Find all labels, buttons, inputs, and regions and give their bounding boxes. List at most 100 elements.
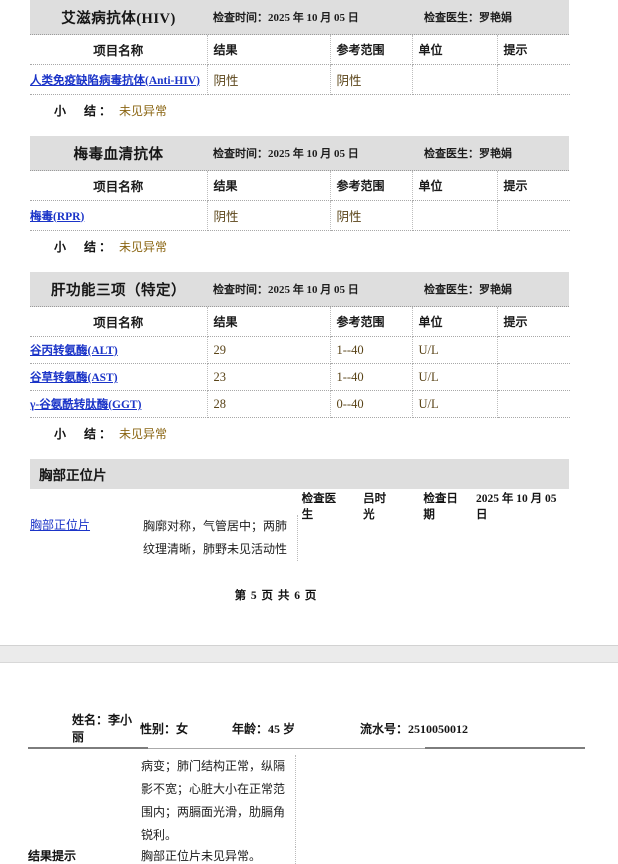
patient-info-row: 姓名：李小丽 性别：女 年龄：45 岁 流水号：2510050012 (0, 713, 618, 744)
result-value-cell: 胸部正位片未见异常。 (141, 847, 296, 864)
summary-label: 小 结： (54, 104, 115, 118)
imaging-doctor-value: 吕时光 (363, 493, 387, 521)
table-row: 谷丙转氨酶(ALT) 29 1--40 U/L (30, 336, 570, 364)
test-unit-cell: U/L (412, 390, 498, 418)
panel-title: 艾滋病抗体(HIV) (61, 10, 176, 27)
patient-serial-label: 流水号： (360, 721, 409, 736)
test-reference-cell: 阴性 (330, 200, 413, 231)
result-label-cell: 结果提示 (28, 847, 141, 864)
summary-text: 未见异常 (119, 240, 168, 254)
panel-title: 梅毒血清抗体 (73, 146, 164, 163)
panel-exam-doctor: 检查医生：罗艳娟 (424, 148, 512, 160)
test-name-link[interactable]: 梅毒(RPR) (30, 210, 85, 223)
lab-table: 项目名称 结果 参考范围 单位 提示 人类免疫缺陷病毒抗体(Anti-HIV) … (30, 35, 570, 95)
imaging-continuation-table: 病变；肺门结构正常，纵隔 影不宽；心脏大小在正常范 围内；两膈面光滑，肋膈角 锐… (28, 755, 586, 864)
spacer (0, 450, 618, 459)
imaging-finding-line: 胸廓对称，气管居中；两肺 (143, 519, 288, 533)
patient-age-value: 45 岁 (268, 721, 296, 736)
panel-summary: 小 结： 未见异常 (30, 231, 570, 263)
test-hint-cell (497, 363, 570, 391)
table-header-row: 项目名称 结果 参考范围 单位 提示 (30, 307, 570, 337)
panel-title: 肝功能三项（特定） (51, 282, 186, 299)
imaging-empty-cell (295, 847, 586, 864)
imaging-finding-line: 围内；两膈面光滑，肋膈角 (141, 805, 286, 819)
rule-middle (148, 748, 425, 749)
test-result-cell: 28 (207, 390, 331, 418)
patient-age-label: 年龄： (232, 721, 269, 736)
table-row: 人类免疫缺陷病毒抗体(Anti-HIV) 阴性 阴性 (30, 64, 570, 95)
imaging-section-header: 胸部正位片 (30, 459, 569, 489)
panel-header-band: 艾滋病抗体(HIV) 检查时间：2025 年 10 月 05 日 检查医生：罗艳… (30, 0, 569, 35)
panel-header-band: 梅毒血清抗体 检查时间：2025 年 10 月 05 日 检查医生：罗艳娟 (30, 136, 569, 171)
column-header-result: 结果 (207, 307, 331, 337)
test-hint-cell (497, 64, 570, 95)
lab-panel-hiv: 艾滋病抗体(HIV) 检查时间：2025 年 10 月 05 日 检查医生：罗艳… (0, 0, 618, 127)
imaging-date-value: 2025 年 10 月 05 日 (475, 493, 557, 521)
patient-sex-field: 性别：女 (140, 720, 232, 737)
patient-name-field: 姓名：李小丽 (0, 711, 140, 745)
section-rule-row (0, 741, 618, 755)
imaging-row: 胸部正位片 胸廓对称，气管居中；两肺 纹理清晰，肺野未见活动性 (30, 515, 570, 561)
test-name-link[interactable]: 谷丙转氨酶(ALT) (30, 345, 118, 357)
column-header-reference: 参考范围 (330, 307, 413, 337)
test-unit-cell: U/L (412, 363, 498, 391)
patient-serial-value: 2510050012 (408, 721, 469, 736)
column-header-unit: 单位 (412, 307, 498, 337)
imaging-doctor-label: 检查医生 (301, 493, 337, 521)
test-name-link[interactable]: 谷草转氨酶(AST) (30, 372, 118, 384)
panel-exam-time: 检查时间：2025 年 10 月 05 日 (213, 12, 359, 24)
test-unit-cell (412, 200, 498, 231)
test-name-cell: 梅毒(RPR) (30, 200, 208, 231)
imaging-row: 病变；肺门结构正常，纵隔 影不宽；心脏大小在正常范 围内；两膈面光滑，肋膈角 锐… (28, 755, 586, 847)
imaging-item-link[interactable]: 胸部正位片 (30, 518, 91, 532)
table-header-row: 项目名称 结果 参考范围 单位 提示 (30, 35, 570, 65)
test-name-cell: 谷丙转氨酶(ALT) (30, 336, 208, 364)
lab-panel-syphilis: 梅毒血清抗体 检查时间：2025 年 10 月 05 日 检查医生：罗艳娟 项目… (0, 136, 618, 263)
imaging-finding-line: 锐利。 (141, 828, 178, 842)
summary-label: 小 结： (54, 240, 115, 254)
imaging-table: 胸部正位片 胸廓对称，气管居中；两肺 纹理清晰，肺野未见活动性 (30, 515, 570, 561)
test-hint-cell (497, 200, 570, 231)
imaging-empty-label-cell (28, 755, 141, 847)
spacer (0, 127, 618, 136)
imaging-result-row: 结果提示 胸部正位片未见异常。 (28, 847, 586, 864)
test-reference-cell: 1--40 (330, 363, 413, 391)
imaging-finding-line: 纹理清晰，肺野未见活动性 (143, 542, 288, 556)
lab-panel-liver-function: 肝功能三项（特定） 检查时间：2025 年 10 月 05 日 检查医生：罗艳娟… (0, 272, 618, 450)
test-name-cell: 人类免疫缺陷病毒抗体(Anti-HIV) (30, 64, 208, 95)
page-footer: 第 5 页 共 6 页 (234, 590, 318, 602)
patient-age-field: 年龄：45 岁 (232, 720, 360, 737)
result-value: 胸部正位片未见异常。 (141, 849, 262, 863)
test-reference-cell: 阴性 (330, 64, 413, 95)
lab-table: 项目名称 结果 参考范围 单位 提示 谷丙转氨酶(ALT) 29 1--40 U… (30, 307, 570, 418)
patient-name-value: 李小丽 (72, 713, 133, 744)
test-name-link[interactable]: γ-谷氨酰转肽酶(GGT) (30, 399, 142, 411)
imaging-date-label: 检查日期 (423, 493, 458, 521)
table-row: 谷草转氨酶(AST) 23 1--40 U/L (30, 363, 570, 391)
imaging-findings-cell: 胸廓对称，气管居中；两肺 纹理清晰，肺野未见活动性 (143, 515, 298, 561)
test-name-link[interactable]: 人类免疫缺陷病毒抗体(Anti-HIV) (30, 74, 200, 87)
test-hint-cell (497, 390, 570, 418)
column-header-hint: 提示 (497, 307, 570, 337)
test-result-cell: 29 (207, 336, 331, 364)
panel-header-band: 肝功能三项（特定） 检查时间：2025 年 10 月 05 日 检查医生：罗艳娟 (30, 272, 569, 307)
panel-exam-time: 检查时间：2025 年 10 月 05 日 (213, 284, 359, 296)
column-header-result: 结果 (207, 35, 331, 65)
rule-left (28, 747, 148, 749)
test-name-cell: 谷草转氨酶(AST) (30, 363, 208, 391)
patient-sex-label: 性别： (140, 721, 177, 736)
result-label: 结果提示 (28, 849, 77, 863)
column-header-result: 结果 (207, 171, 331, 201)
patient-name-label: 姓名： (72, 713, 109, 727)
column-header-reference: 参考范围 (330, 35, 413, 65)
test-reference-cell: 0--40 (330, 390, 413, 418)
rule-right (425, 747, 585, 749)
test-unit-cell: U/L (412, 336, 498, 364)
test-unit-cell (412, 64, 498, 95)
column-header-hint: 提示 (497, 171, 570, 201)
test-name-cell: γ-谷氨酰转肽酶(GGT) (30, 390, 208, 418)
patient-sex-value: 女 (176, 721, 189, 736)
panel-exam-time: 检查时间：2025 年 10 月 05 日 (213, 148, 359, 160)
column-header-hint: 提示 (497, 35, 570, 65)
